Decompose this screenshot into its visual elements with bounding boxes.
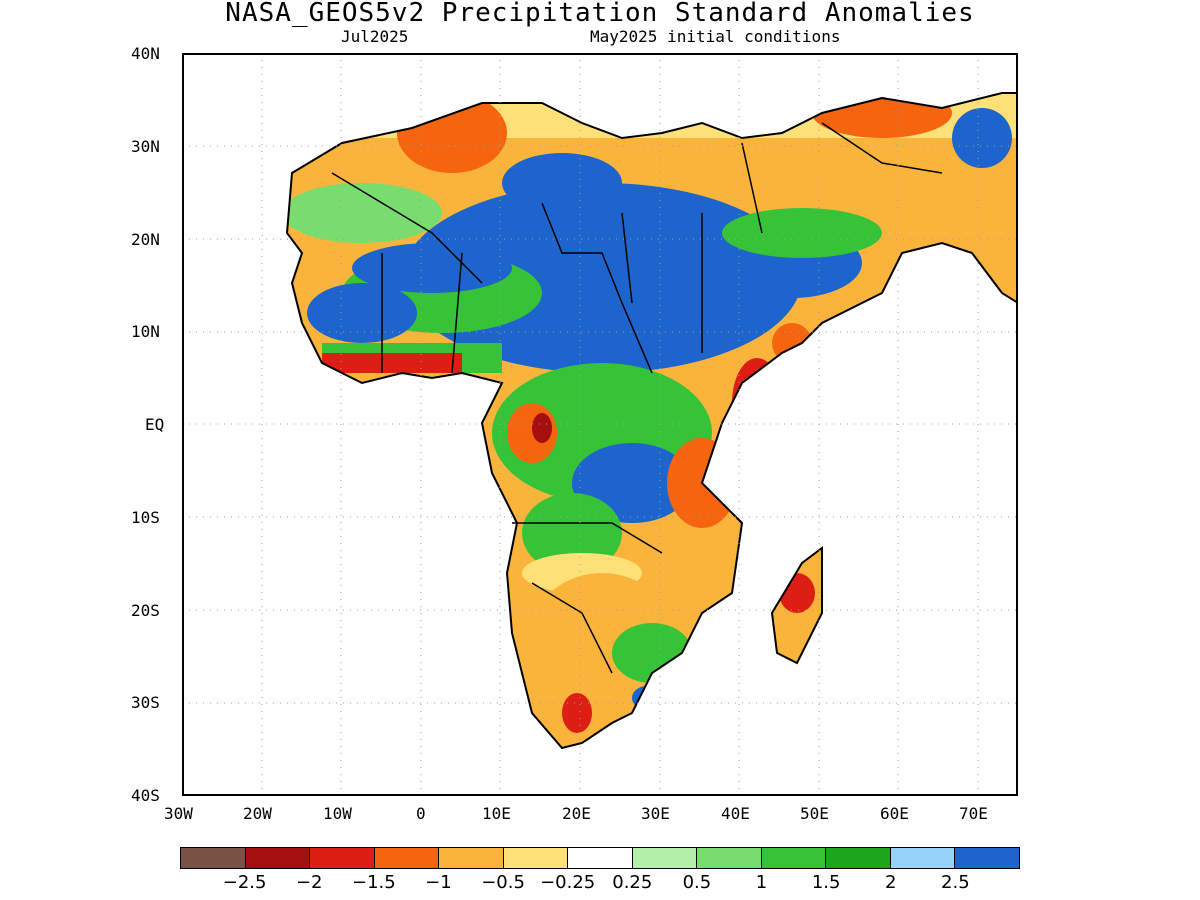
colorbar-swatch: [955, 848, 1019, 868]
colorbar-swatch: [374, 848, 440, 868]
colorbar-swatch: [826, 848, 891, 868]
colorbar: [180, 847, 1020, 869]
lat-label-20n: 20N: [131, 230, 160, 249]
colorbar-swatch: [697, 848, 762, 868]
colorbar-swatch: [310, 848, 375, 868]
colorbar-tick-label: 0.25: [612, 872, 653, 893]
colorbar-swatch: [890, 848, 956, 868]
lat-label-40n: 40N: [131, 44, 160, 63]
lat-label-10s: 10S: [131, 508, 160, 527]
lat-label-eq: EQ: [145, 415, 165, 434]
colorbar-swatch: [245, 848, 311, 868]
map-panel: [182, 53, 1018, 796]
lon-label-50e: 50E: [800, 804, 829, 823]
lon-label-0: 0: [416, 804, 426, 823]
lat-label-30s: 30S: [131, 693, 160, 712]
colorbar-tick-label: −0.5: [481, 872, 525, 893]
colorbar-tick-label: −2: [295, 872, 323, 893]
lat-label-40s: 40S: [131, 786, 160, 805]
lon-label-60e: 60E: [880, 804, 909, 823]
colorbar-tick-label: 0.5: [682, 872, 712, 893]
lon-label-10w: 10W: [323, 804, 352, 823]
colorbar-tick-label: −1: [425, 872, 452, 893]
colorbar-swatch: [181, 848, 246, 868]
colorbar-swatch: [503, 848, 569, 868]
lon-label-20w: 20W: [243, 804, 272, 823]
colorbar-tick-label: 2.5: [941, 872, 970, 893]
lon-label-20e: 20E: [562, 804, 591, 823]
colorbar-swatch: [568, 848, 633, 868]
lat-label-10n: 10N: [131, 322, 160, 341]
lon-label-70e: 70E: [959, 804, 988, 823]
lat-label-30n: 30N: [131, 137, 160, 156]
valid-month-label: Jul2025: [341, 27, 409, 46]
colorbar-tick-label: −2.5: [222, 872, 267, 893]
lon-label-10e: 10E: [482, 804, 511, 823]
initial-conditions-label: May2025 initial conditions: [590, 27, 841, 46]
lat-label-20s: 20S: [131, 601, 160, 620]
chart-title: NASA_GEOS5v2 Precipitation Standard Anom…: [225, 0, 975, 28]
colorbar-swatch: [761, 848, 827, 868]
lon-label-30w: 30W: [164, 804, 193, 823]
colorbar-tick-label: −0.25: [540, 872, 596, 893]
lon-label-30e: 30E: [641, 804, 670, 823]
colorbar-tick-label: 1: [755, 872, 768, 893]
colorbar-tick-label: −1.5: [351, 872, 396, 893]
colorbar-swatch: [439, 848, 504, 868]
lon-label-40e: 40E: [721, 804, 750, 823]
map-canvas: [182, 53, 1018, 796]
colorbar-tick-label: 1.5: [811, 872, 841, 893]
colorbar-tick-label: 2: [885, 872, 897, 893]
colorbar-swatch: [632, 848, 698, 868]
